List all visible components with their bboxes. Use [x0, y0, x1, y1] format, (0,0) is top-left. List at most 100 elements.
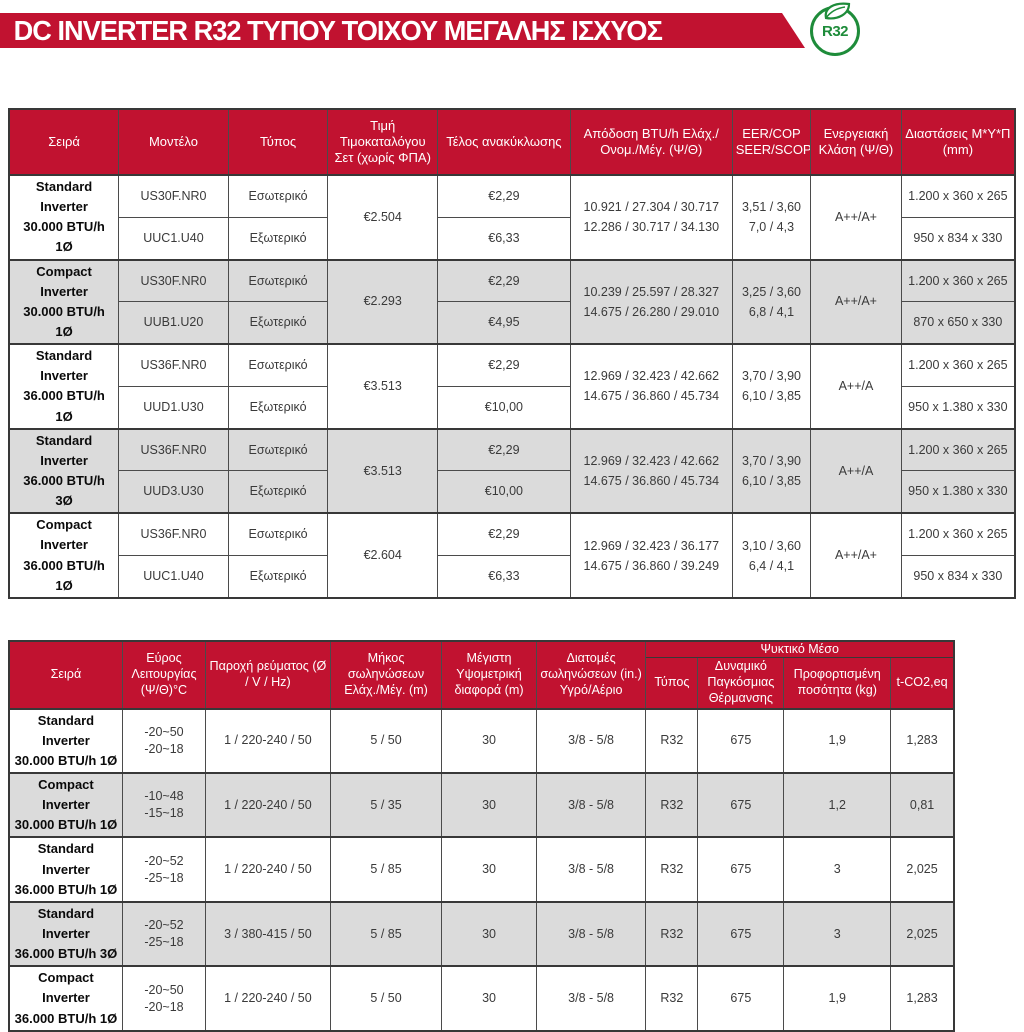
r32-badge-label: R32 [821, 22, 849, 40]
height-diff-cell: 30 [441, 900, 537, 967]
page-title: DC INVERTER R32 ΤΥΠΟΥ ΤΟΙΧΟΥ ΜΕΓΑΛΗΣ ΙΣΧ… [13, 14, 662, 46]
capacity-cell: 12.969 / 32.423 / 42.662 14.675 / 36.860… [569, 343, 733, 430]
recycle-fee-cell: €2,29 [437, 512, 571, 557]
table-row: UUD1.U30 Εξωτερικό €10,00 950 x 1.380 x … [9, 385, 1016, 430]
model-cell: US30F.NR0 [118, 258, 229, 303]
col-header-diastaseis: Διαστάσεις Μ*Υ*Π (mm) [900, 108, 1016, 176]
type-cell: Εσωτερικό [227, 427, 329, 472]
model-cell: UUD1.U30 [118, 385, 229, 430]
gwp-cell: 675 [697, 900, 785, 967]
table-row: Standard Inverter 36.000 BTU/h 1Ø US36F.… [8, 343, 1016, 430]
col-header-timi: Τιμή Τιμοκαταλόγου Σετ (χωρίς ΦΠΑ) [327, 108, 439, 176]
series-cell: Standard Inverter 36.000 BTU/h 1Ø [8, 836, 123, 903]
table-row: UUC1.U40 Εξωτερικό €6,33 950 x 834 x 330 [9, 555, 1016, 599]
type-cell: Εξωτερικό [227, 301, 329, 345]
tco2-cell: 2,025 [890, 900, 955, 967]
capacity-cell: 12.969 / 32.423 / 42.662 14.675 / 36.860… [569, 427, 733, 514]
recycle-fee-cell: €6,33 [437, 555, 571, 599]
dimensions-cell: 1.200 x 360 x 265 [900, 258, 1016, 303]
spec-table-prices: Σειρά Μοντέλο Τύπος Τιμή Τιμοκαταλόγου Σ… [8, 108, 1016, 599]
tco2-cell: 1,283 [890, 707, 955, 774]
tco2-cell: 1,283 [890, 965, 955, 1032]
price-cell: €3.513 [327, 343, 439, 430]
col-header-eer: EER/COP SEER/SCOP [731, 108, 812, 176]
series-cell: Compact Inverter 36.000 BTU/h 1Ø [8, 965, 123, 1032]
eer-cop-cell: 3,25 / 3,60 6,8 / 4,1 [731, 258, 812, 345]
recycle-fee-cell: €10,00 [437, 385, 571, 430]
dimensions-cell: 1.200 x 360 x 265 [900, 173, 1016, 218]
refrigerant-type-cell: R32 [645, 836, 699, 903]
col-header-evros: Εύρος Λειτουργίας (Ψ/Θ)°C [121, 640, 207, 710]
recycle-fee-cell: €6,33 [437, 216, 571, 261]
dimensions-cell: 1.200 x 360 x 265 [900, 343, 1016, 387]
energy-class-cell: A++/A [810, 427, 902, 514]
pipe-length-cell: 5 / 35 [329, 772, 443, 838]
refrigerant-type-cell: R32 [645, 965, 699, 1032]
type-cell: Εξωτερικό [227, 470, 329, 514]
operating-range-cell: -20~50 -20~18 [121, 707, 207, 774]
power-supply-cell: 1 / 220-240 / 50 [205, 707, 331, 774]
col-header-typos: Τύπος [227, 108, 329, 176]
dimensions-cell: 1.200 x 360 x 265 [900, 427, 1016, 472]
operating-range-cell: -20~52 -25~18 [121, 836, 207, 903]
power-supply-cell: 1 / 220-240 / 50 [205, 965, 331, 1032]
dimensions-cell: 950 x 1.380 x 330 [900, 470, 1016, 514]
power-supply-cell: 1 / 220-240 / 50 [205, 836, 331, 903]
pipe-diameter-cell: 3/8 - 5/8 [535, 900, 647, 967]
gwp-cell: 675 [697, 836, 785, 903]
pipe-diameter-cell: 3/8 - 5/8 [535, 965, 647, 1032]
type-cell: Εσωτερικό [227, 173, 329, 218]
spec-table-operating: Σειρά Εύρος Λειτουργίας (Ψ/Θ)°C Παροχή ρ… [8, 639, 955, 1032]
col-header-seira: Σειρά [8, 640, 123, 710]
series-cell: Standard Inverter 36.000 BTU/h 3Ø [8, 900, 123, 967]
price-cell: €3.513 [327, 427, 439, 514]
series-cell: Compact Inverter 36.000 BTU/h 1Ø [8, 512, 120, 599]
header-row: Σειρά Εύρος Λειτουργίας (Ψ/Θ)°C Παροχή ρ… [8, 640, 955, 710]
energy-class-cell: A++/A+ [810, 258, 902, 345]
capacity-cell: 10.239 / 25.597 / 28.327 14.675 / 26.280… [569, 258, 733, 345]
series-cell: Standard Inverter 30.000 BTU/h 1Ø [8, 707, 123, 774]
capacity-cell: 10.921 / 27.304 / 30.717 12.286 / 30.717… [569, 174, 733, 261]
col-header-apodosi: Απόδοση BTU/h Ελάχ./Ονομ./Μέγ. (Ψ/Θ) [569, 108, 733, 176]
dimensions-cell: 950 x 834 x 330 [900, 216, 1016, 261]
charge-cell: 1,9 [783, 707, 892, 774]
operating-range-cell: -20~50 -20~18 [121, 965, 207, 1032]
header-band: DC INVERTER R32 ΤΥΠΟΥ ΤΟΙΧΟΥ ΜΕΓΑΛΗΣ ΙΣΧ… [0, 0, 1024, 61]
header-row: Τύπος Δυναμικό Παγκόσμιας Θέρμανσης Προφ… [9, 657, 955, 710]
eer-cop-cell: 3,51 / 3,60 7,0 / 4,3 [731, 174, 812, 261]
col-header-posotita: Προφορτισμένη ποσότητα (kg) [783, 657, 892, 710]
pipe-length-cell: 5 / 85 [329, 836, 443, 903]
charge-cell: 3 [783, 836, 892, 903]
col-header-tco2: t-CO2,eq [890, 657, 955, 710]
type-cell: Εξωτερικό [227, 555, 329, 599]
price-cell: €2.504 [327, 174, 439, 261]
charge-cell: 1,9 [783, 965, 892, 1032]
price-cell: €2.604 [327, 512, 439, 599]
type-cell: Εξωτερικό [227, 385, 329, 430]
col-header-gwp: Δυναμικό Παγκόσμιας Θέρμανσης [697, 657, 785, 710]
eer-cop-cell: 3,10 / 3,60 6,4 / 4,1 [731, 512, 812, 599]
dimensions-cell: 950 x 834 x 330 [900, 555, 1016, 599]
type-cell: Εσωτερικό [227, 512, 329, 557]
r32-badge: R32 [810, 2, 860, 56]
model-cell: UUC1.U40 [118, 216, 229, 261]
col-header-montelo: Μοντέλο [118, 108, 229, 176]
recycle-fee-cell: €10,00 [437, 470, 571, 514]
table-row: Standard Inverter 30.000 BTU/h 1Ø -20~50… [8, 707, 955, 774]
energy-class-cell: A++/A+ [810, 512, 902, 599]
table-row: Compact Inverter 30.000 BTU/h 1Ø US30F.N… [8, 258, 1016, 345]
dimensions-cell: 1.200 x 360 x 265 [900, 512, 1016, 557]
table-row: Compact Inverter 36.000 BTU/h 1Ø US36F.N… [8, 512, 1016, 599]
col-header-diatomes: Διατομές σωληνώσεων (in.) Υγρό/Αέριο [535, 640, 647, 710]
table-row: Standard Inverter 30.000 BTU/h 1Ø US30F.… [8, 173, 1016, 261]
recycle-fee-cell: €2,29 [437, 173, 571, 218]
table-row: Standard Inverter 36.000 BTU/h 3Ø -20~52… [8, 900, 955, 967]
series-cell: Standard Inverter 30.000 BTU/h 1Ø [8, 174, 120, 261]
table-row: UUD3.U30 Εξωτερικό €10,00 950 x 1.380 x … [9, 470, 1016, 514]
title-banner: DC INVERTER R32 ΤΥΠΟΥ ΤΟΙΧΟΥ ΜΕΓΑΛΗΣ ΙΣΧ… [0, 13, 805, 48]
type-cell: Εξωτερικό [227, 216, 329, 261]
recycle-fee-cell: €4,95 [437, 301, 571, 345]
recycle-fee-cell: €2,29 [437, 343, 571, 387]
charge-cell: 1,2 [783, 772, 892, 838]
col-header-typos: Τύπος [645, 657, 699, 710]
